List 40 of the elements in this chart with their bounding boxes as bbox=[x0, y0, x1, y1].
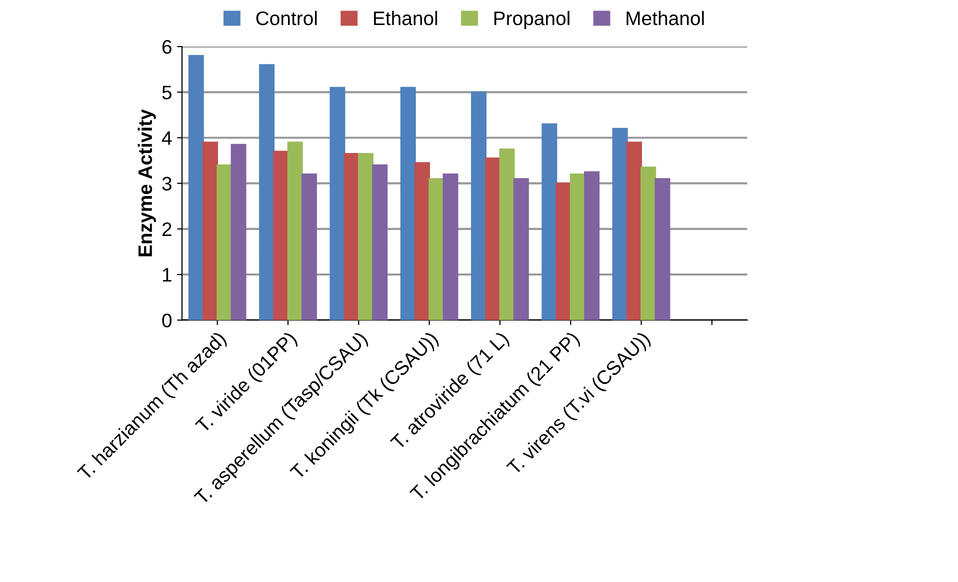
bar bbox=[556, 182, 572, 320]
bar bbox=[442, 174, 458, 320]
bar bbox=[513, 178, 529, 320]
y-tick-label: 4 bbox=[162, 131, 172, 145]
legend-label: Ethanol bbox=[374, 10, 438, 26]
bar bbox=[202, 142, 218, 320]
legend-label: Control bbox=[256, 10, 317, 26]
bar bbox=[640, 166, 656, 320]
bar bbox=[188, 54, 204, 320]
bar bbox=[499, 148, 515, 320]
bar bbox=[330, 86, 346, 320]
bar bbox=[584, 171, 600, 320]
y-axis-title: Enzyme Activity bbox=[138, 109, 156, 256]
bar bbox=[372, 164, 388, 320]
y-tick-label: 6 bbox=[162, 40, 172, 54]
bar bbox=[414, 162, 430, 320]
y-tick-label: 2 bbox=[162, 222, 172, 236]
bar bbox=[273, 150, 289, 320]
bar bbox=[626, 142, 642, 320]
bar bbox=[287, 142, 303, 320]
y-tick-label: 5 bbox=[162, 86, 172, 100]
bar bbox=[344, 153, 360, 320]
bar bbox=[216, 164, 232, 320]
bar bbox=[471, 91, 487, 320]
y-tick-label: 0 bbox=[162, 314, 172, 328]
bar bbox=[542, 123, 558, 320]
bar bbox=[301, 174, 317, 320]
bar bbox=[428, 178, 444, 320]
bar bbox=[230, 144, 246, 320]
y-tick-label: 3 bbox=[162, 176, 172, 191]
bar bbox=[654, 178, 670, 320]
bar bbox=[400, 86, 416, 320]
bar bbox=[358, 153, 374, 320]
bar bbox=[259, 64, 275, 320]
legend-label: Propanol bbox=[494, 10, 570, 30]
legend-label: Methanol bbox=[626, 10, 704, 26]
bar bbox=[570, 174, 586, 320]
bar bbox=[485, 158, 501, 320]
bar bbox=[612, 128, 628, 320]
y-tick-label: 1 bbox=[162, 268, 172, 282]
